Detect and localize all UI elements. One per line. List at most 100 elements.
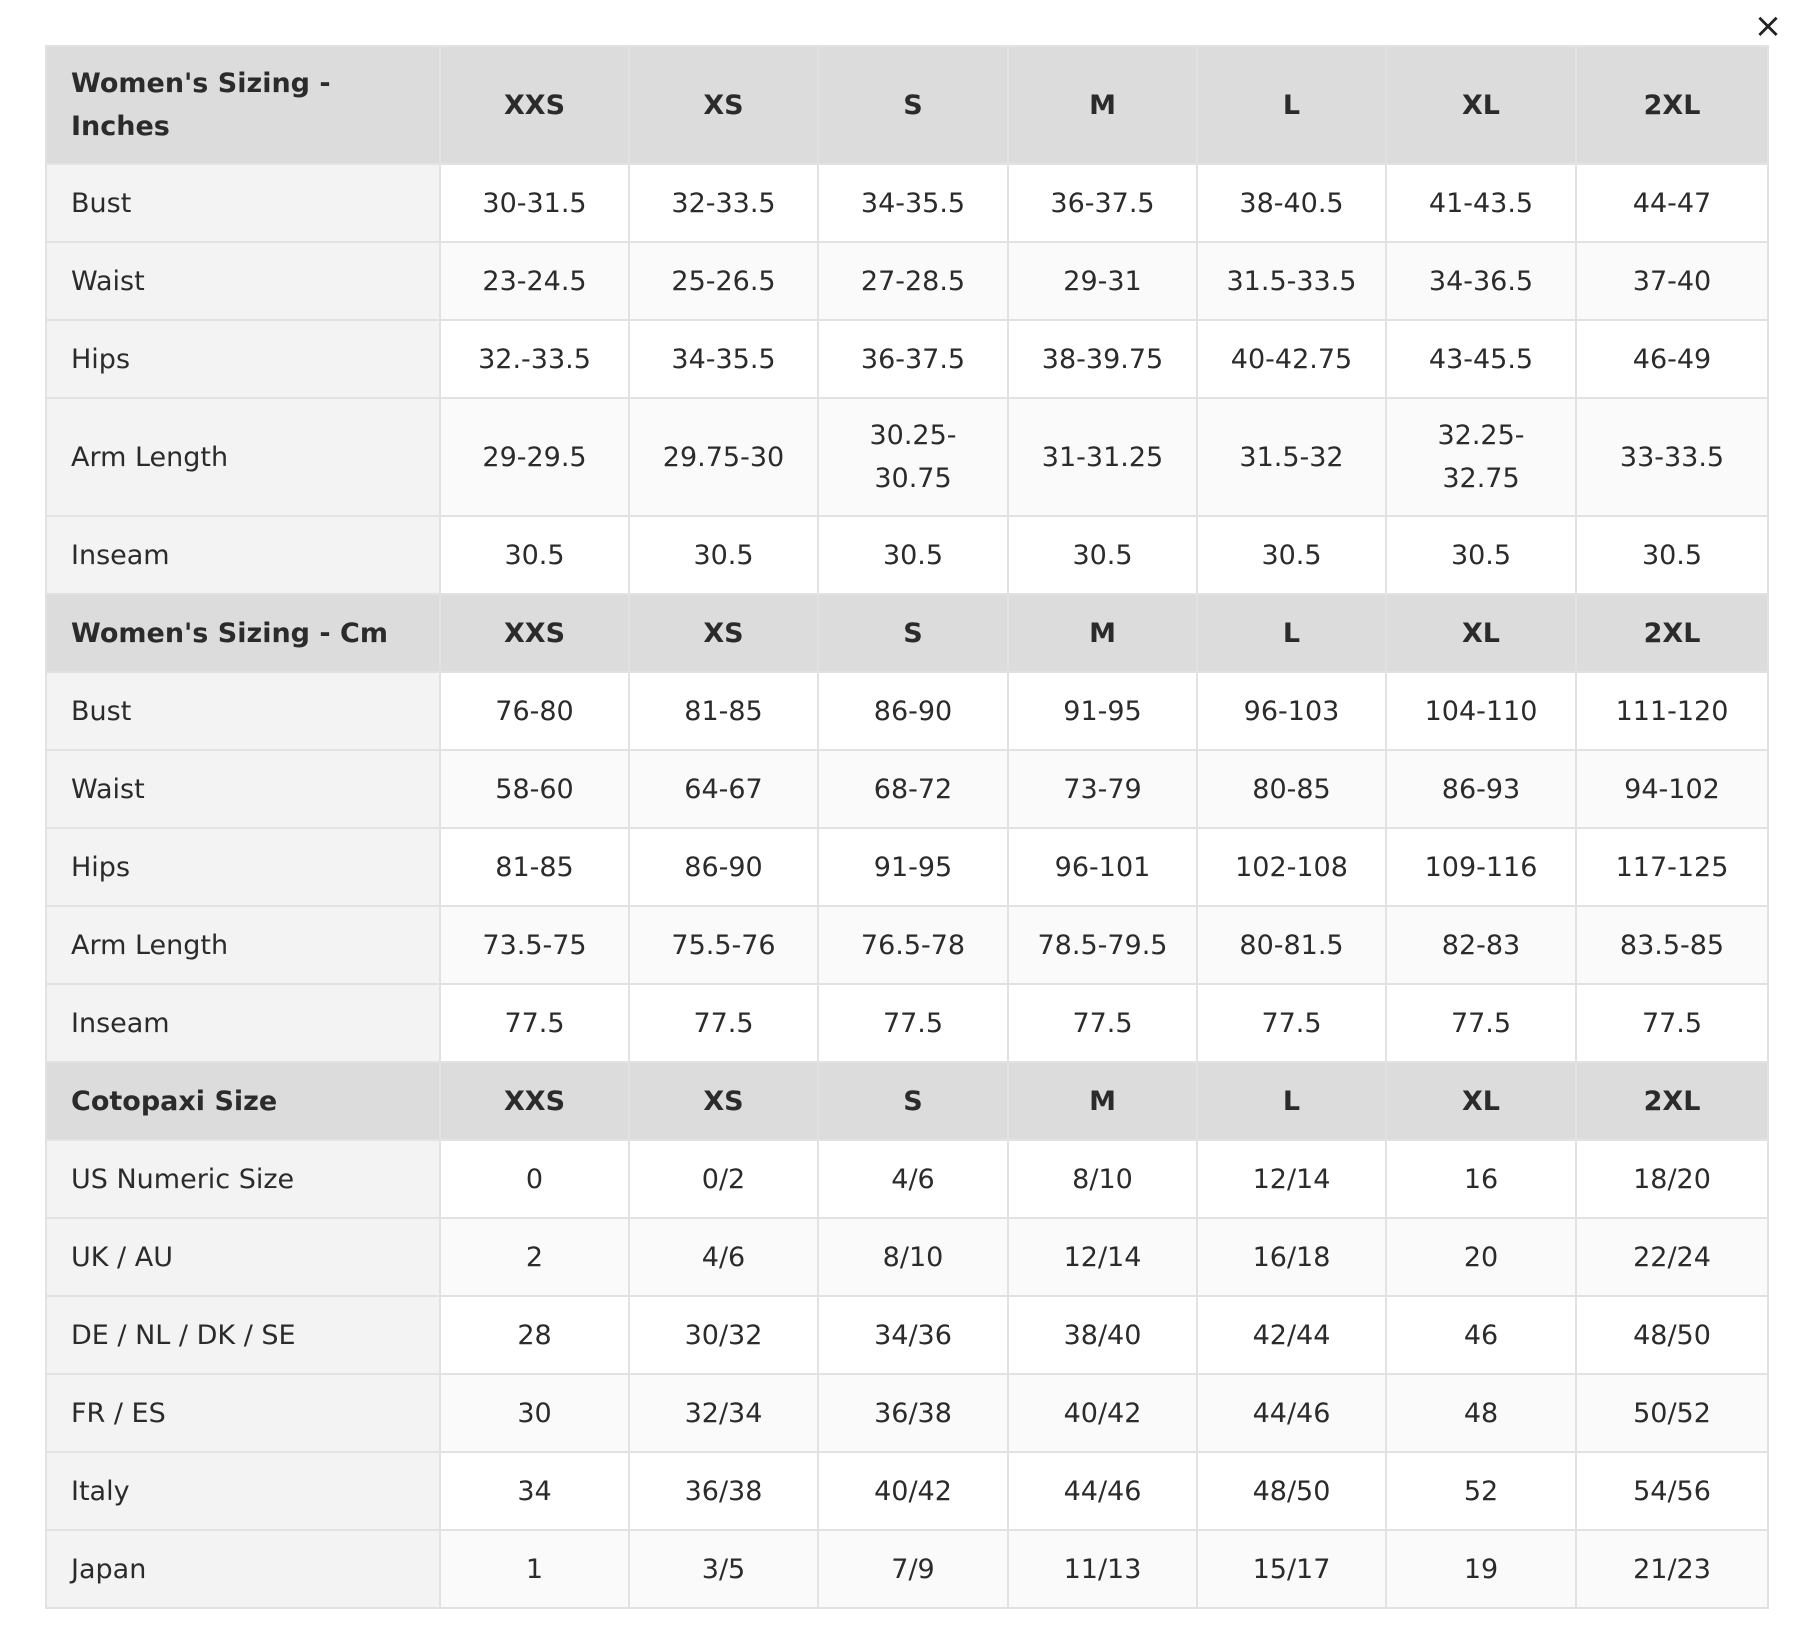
- table-cell: 77.5: [1385, 983, 1577, 1063]
- table-cell: 31.5-33.5: [1196, 241, 1387, 321]
- table-cell: 38/40: [1007, 1295, 1198, 1375]
- table-cell: 11/13: [1007, 1529, 1198, 1609]
- table-cell: 42/44: [1196, 1295, 1387, 1375]
- table-cell: 36-37.5: [1007, 163, 1198, 243]
- table-cell: 102-108: [1196, 827, 1387, 907]
- table-cell: 64-67: [628, 749, 819, 829]
- size-header: 2XL: [1575, 1061, 1769, 1141]
- header-row: Women's Sizing - Inches XXS XS S M L XL …: [45, 45, 1769, 165]
- table-cell: 54/56: [1575, 1451, 1769, 1531]
- header-row: Cotopaxi Size XXS XS S M L XL 2XL: [45, 1061, 1769, 1141]
- table-cell: 94-102: [1575, 749, 1769, 829]
- table-cell: 86-90: [817, 671, 1009, 751]
- row-label: Waist: [45, 241, 441, 321]
- table-row: US Numeric Size 0 0/2 4/6 8/10 12/14 16 …: [45, 1139, 1769, 1219]
- header-row: Women's Sizing - Cm XXS XS S M L XL 2XL: [45, 593, 1769, 673]
- table-cell: 19: [1385, 1529, 1577, 1609]
- size-header: XS: [628, 593, 819, 673]
- size-header: XL: [1385, 593, 1577, 673]
- table-cell: 30/32: [628, 1295, 819, 1375]
- table-cell: 30.5: [628, 515, 819, 595]
- table-row: UK / AU 2 4/6 8/10 12/14 16/18 20 22/24: [45, 1217, 1769, 1297]
- size-header: XS: [628, 45, 819, 165]
- section-title: Women's Sizing - Inches: [45, 45, 441, 165]
- table-cell: 4/6: [817, 1139, 1009, 1219]
- table-cell: 48/50: [1196, 1451, 1387, 1531]
- table-cell: 30.5: [1007, 515, 1198, 595]
- table-cell: 3/5: [628, 1529, 819, 1609]
- close-icon[interactable]: ×: [1753, 6, 1783, 46]
- table-cell: 27-28.5: [817, 241, 1009, 321]
- table-cell: 2: [439, 1217, 630, 1297]
- size-header: S: [817, 593, 1009, 673]
- table-cell: 30-31.5: [439, 163, 630, 243]
- table-cell: 37-40: [1575, 241, 1769, 321]
- table-cell: 80-85: [1196, 749, 1387, 829]
- row-label: Hips: [45, 827, 441, 907]
- table-cell: 16/18: [1196, 1217, 1387, 1297]
- table-cell: 38-40.5: [1196, 163, 1387, 243]
- row-label: Arm Length: [45, 397, 441, 517]
- table-row: Inseam 77.5 77.5 77.5 77.5 77.5 77.5 77.…: [45, 983, 1769, 1063]
- table-row: Japan 1 3/5 7/9 11/13 15/17 19 21/23: [45, 1529, 1769, 1609]
- table-cell: 36/38: [817, 1373, 1009, 1453]
- table-cell: 4/6: [628, 1217, 819, 1297]
- size-header: M: [1007, 593, 1198, 673]
- table-cell: 30.5: [1385, 515, 1577, 595]
- table-cell: 33-33.5: [1575, 397, 1769, 517]
- table-cell: 96-103: [1196, 671, 1387, 751]
- table-cell: 34: [439, 1451, 630, 1531]
- table-cell: 44/46: [1196, 1373, 1387, 1453]
- size-header: S: [817, 45, 1009, 165]
- table-cell: 111-120: [1575, 671, 1769, 751]
- table-row: FR / ES 30 32/34 36/38 40/42 44/46 48 50…: [45, 1373, 1769, 1453]
- table-cell: 22/24: [1575, 1217, 1769, 1297]
- table-cell: 30: [439, 1373, 630, 1453]
- row-label: Arm Length: [45, 905, 441, 985]
- size-header: 2XL: [1575, 45, 1769, 165]
- size-chart-table: Women's Sizing - Inches XXS XS S M L XL …: [45, 45, 1769, 1609]
- section-header-inches: Women's Sizing - Inches XXS XS S M L XL …: [45, 45, 1769, 165]
- table-cell: 73-79: [1007, 749, 1198, 829]
- table-row: Inseam 30.5 30.5 30.5 30.5 30.5 30.5 30.…: [45, 515, 1769, 595]
- table-cell: 32.25-32.75: [1385, 397, 1577, 517]
- table-cell: 30.5: [1575, 515, 1769, 595]
- table-cell: 76.5-78: [817, 905, 1009, 985]
- row-label: Bust: [45, 671, 441, 751]
- table-cell: 40-42.75: [1196, 319, 1387, 399]
- table-cell: 12/14: [1196, 1139, 1387, 1219]
- table-cell: 29-31: [1007, 241, 1198, 321]
- size-header: XXS: [439, 1061, 630, 1141]
- table-cell: 77.5: [1007, 983, 1198, 1063]
- table-cell: 0/2: [628, 1139, 819, 1219]
- row-label: UK / AU: [45, 1217, 441, 1297]
- table-cell: 50/52: [1575, 1373, 1769, 1453]
- table-cell: 77.5: [628, 983, 819, 1063]
- table-cell: 86-93: [1385, 749, 1577, 829]
- table-cell: 7/9: [817, 1529, 1009, 1609]
- table-cell: 29-29.5: [439, 397, 630, 517]
- size-header: L: [1196, 45, 1387, 165]
- table-row: Arm Length 29-29.5 29.75-30 30.25-30.75 …: [45, 397, 1769, 517]
- table-cell: 46-49: [1575, 319, 1769, 399]
- table-cell: 78.5-79.5: [1007, 905, 1198, 985]
- section-body-inches: Bust 30-31.5 32-33.5 34-35.5 36-37.5 38-…: [45, 163, 1769, 595]
- table-row: DE / NL / DK / SE 28 30/32 34/36 38/40 4…: [45, 1295, 1769, 1375]
- size-header: L: [1196, 593, 1387, 673]
- table-cell: 80-81.5: [1196, 905, 1387, 985]
- size-header: XXS: [439, 45, 630, 165]
- table-cell: 46: [1385, 1295, 1577, 1375]
- table-cell: 21/23: [1575, 1529, 1769, 1609]
- size-header: XS: [628, 1061, 819, 1141]
- table-cell: 77.5: [817, 983, 1009, 1063]
- table-cell: 38-39.75: [1007, 319, 1198, 399]
- table-cell: 12/14: [1007, 1217, 1198, 1297]
- table-cell: 68-72: [817, 749, 1009, 829]
- size-header: S: [817, 1061, 1009, 1141]
- table-cell: 73.5-75: [439, 905, 630, 985]
- row-label: US Numeric Size: [45, 1139, 441, 1219]
- table-cell: 40/42: [817, 1451, 1009, 1531]
- row-label: DE / NL / DK / SE: [45, 1295, 441, 1375]
- table-cell: 117-125: [1575, 827, 1769, 907]
- row-label: Hips: [45, 319, 441, 399]
